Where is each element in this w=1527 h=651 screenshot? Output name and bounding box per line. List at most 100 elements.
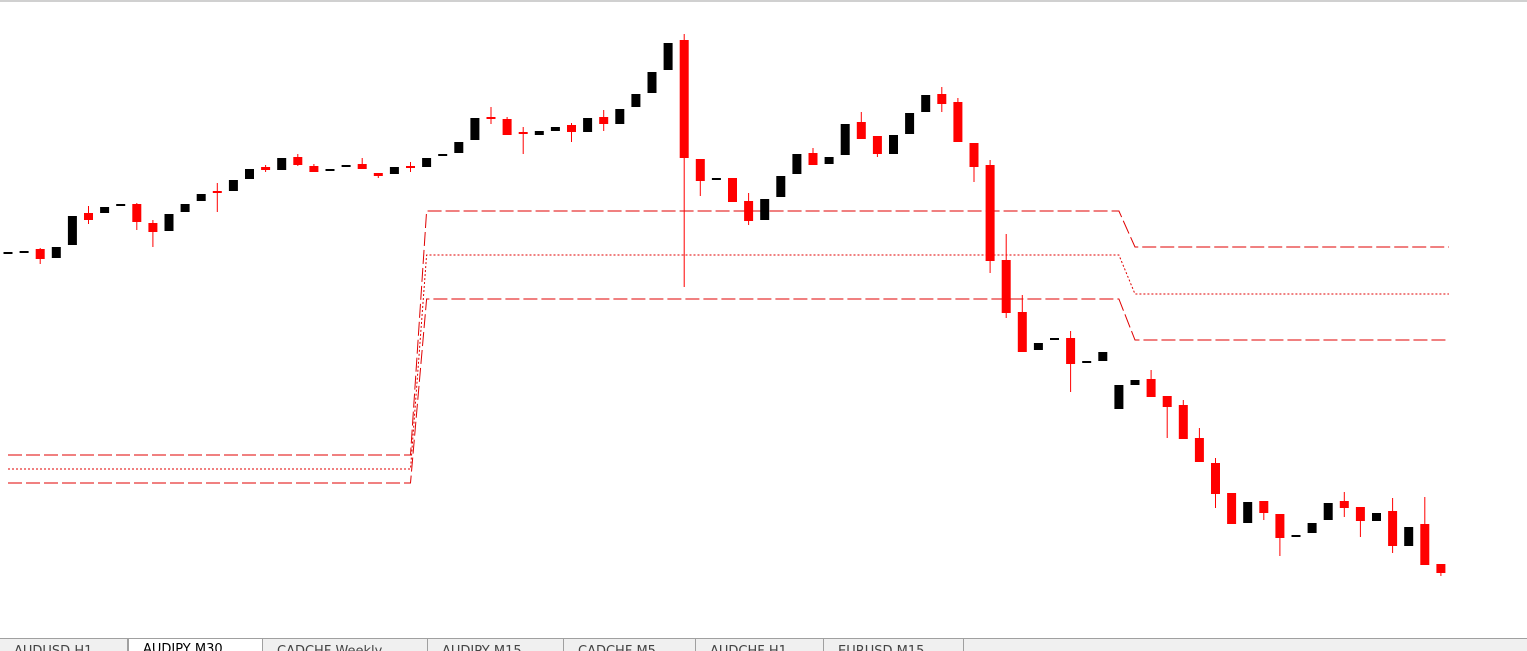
candle-body [760,199,770,220]
chart-tab[interactable]: CADCHF,Weekly [263,639,428,651]
candle-body [502,119,512,135]
candle-body [1291,535,1301,537]
channel-upper [8,210,1449,456]
candle-body [534,131,544,135]
candle-body [792,154,802,174]
candle-body [1355,507,1365,521]
candle-body [840,124,850,155]
chart-tab[interactable]: EURUSD,M15 [824,639,964,651]
candle-body [196,194,206,201]
candle-body [100,207,110,213]
chart-tab[interactable]: AUDJPY,M15 [428,639,564,651]
candle-body [389,167,399,174]
chart-tab[interactable]: AUDJPY,M30 [128,639,263,651]
candle-body [1162,396,1172,407]
chart-tab[interactable]: AUDCHF,H1 [696,639,824,651]
candle-body [679,40,689,158]
candle-body [1388,511,1398,546]
candle-body [550,127,560,131]
candle-body [1130,380,1140,385]
candle-body [711,178,721,180]
candle-body [905,113,915,134]
candle-body [1404,527,1414,546]
candle-body [277,158,287,170]
candle-body [1420,524,1430,565]
candle-body [921,95,931,112]
candle-body [647,72,657,93]
candle-body [1114,385,1124,409]
candle-body [937,94,947,104]
channel-lower [8,298,1449,484]
candle-body [1001,260,1011,313]
candle-body [1050,338,1059,340]
candle-body [695,159,705,181]
chart-tab[interactable]: CADCHF,M5 [564,639,696,651]
candle-body [567,125,576,132]
candle-body [1339,501,1349,508]
candle-body [454,142,464,153]
candle-body [1436,564,1446,573]
candle-body [856,122,866,139]
candle-body [583,118,593,132]
candle-body [245,169,254,179]
candle-body [422,158,432,167]
candle-body [1017,312,1027,352]
candle-body [261,167,271,170]
candle-body [631,94,641,107]
candle-body [1307,523,1317,533]
candle-body [1323,503,1333,520]
candle-body [341,165,351,167]
candle-body [518,132,528,134]
candle-body [663,43,673,70]
candle-body [1178,405,1188,439]
tab-bar: AUDUSD,H1AUDJPY,M30CADCHF,WeeklyAUDJPY,M… [0,638,1527,651]
candle-body [406,166,415,168]
candle-body [1275,514,1285,538]
chart-tab[interactable]: AUDUSD,H1 [0,639,128,651]
candle-body [373,173,383,176]
candle-body [67,216,77,245]
candle-body [228,180,238,191]
candle-body [293,157,303,165]
candle-body [470,118,480,140]
candle-body [953,102,963,142]
candle-body [309,166,319,172]
candle-body [744,201,754,221]
candle-body [1098,352,1108,361]
candle-body [1372,513,1381,521]
candle-body [1082,361,1092,363]
candle-body [599,117,609,124]
candle-body [180,204,190,212]
candle-body [1243,502,1253,523]
candle-body [1227,493,1237,524]
candle-body [148,223,158,232]
candle-body [1211,463,1220,494]
candle-body [728,178,737,202]
candle-body [35,249,45,259]
candle-body [132,204,142,222]
candle-body [212,191,222,193]
candle-body [808,153,818,165]
candle-body [1146,379,1156,397]
candle-body [1194,438,1204,462]
candle-body [325,169,335,171]
candle-body [969,143,979,167]
candle-body [872,136,882,154]
candle-body [889,135,898,154]
candle-body [985,165,995,261]
candle-body [19,251,29,253]
candle-body [3,252,13,254]
candle-body [116,204,126,206]
candle-body [486,117,496,119]
candle-body [1259,501,1269,513]
candle-body [824,157,834,164]
candle-body [84,213,93,220]
candle-body [1066,338,1076,364]
candle-body [776,176,786,197]
candle-body [164,214,174,231]
candle-body [51,247,61,258]
candle-body [615,109,625,124]
channel-middle [8,254,1449,470]
